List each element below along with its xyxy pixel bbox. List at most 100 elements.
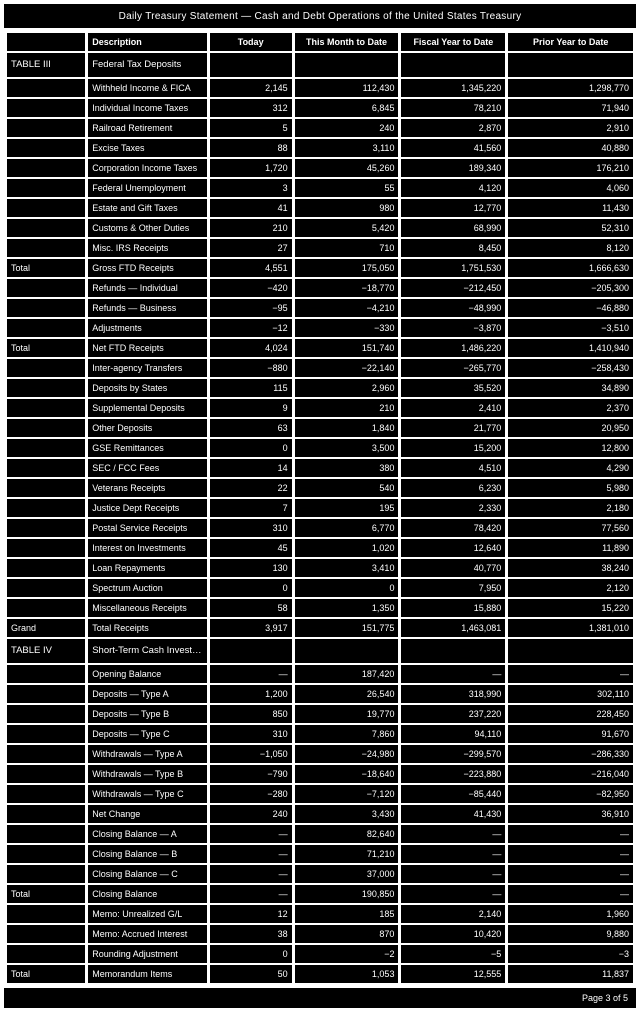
page-footer-text: Page 3 of 5 <box>582 993 628 1003</box>
table-cell: Withdrawals — Type C <box>88 785 207 803</box>
table-row: Interest on Investments451,02012,64011,8… <box>7 539 633 557</box>
table-cell <box>7 559 85 577</box>
table-cell: 36,910 <box>508 805 633 823</box>
table-cell: 1,345,220 <box>401 79 505 97</box>
table-cell: 71,210 <box>295 845 399 863</box>
table-cell: Corporation Income Taxes <box>88 159 207 177</box>
table-cell: 310 <box>210 519 292 537</box>
table-cell: Refunds — Individual <box>88 279 207 297</box>
table-cell: — <box>210 825 292 843</box>
table-row: Refunds — Business−95−4,210−48,990−46,88… <box>7 299 633 317</box>
table-cell: 11,890 <box>508 539 633 557</box>
table-cell: — <box>210 885 292 903</box>
table-cell <box>295 639 399 663</box>
table-cell <box>7 705 85 723</box>
table-cell <box>401 53 505 77</box>
table-cell: −18,640 <box>295 765 399 783</box>
table-cell: Memorandum Items <box>88 965 207 983</box>
table-cell <box>7 179 85 197</box>
table-cell: Interest on Investments <box>88 539 207 557</box>
table-cell: 9 <box>210 399 292 417</box>
table-cell: Excise Taxes <box>88 139 207 157</box>
table-cell: 870 <box>295 925 399 943</box>
table-cell <box>7 805 85 823</box>
table-cell: Railroad Retirement <box>88 119 207 137</box>
table-row: Deposits — Type B85019,770237,220228,450 <box>7 705 633 723</box>
table-cell: Spectrum Auction <box>88 579 207 597</box>
table-cell: — <box>401 885 505 903</box>
table-cell: 310 <box>210 725 292 743</box>
table-row: Withheld Income & FICA2,145112,4301,345,… <box>7 79 633 97</box>
table-header-cell: Description <box>88 33 207 51</box>
table-cell: Misc. IRS Receipts <box>88 239 207 257</box>
table-cell: 77,560 <box>508 519 633 537</box>
table-cell: Other Deposits <box>88 419 207 437</box>
table-header-cell: This Month to Date <box>295 33 399 51</box>
data-table: DescriptionTodayThis Month to DateFiscal… <box>4 31 636 985</box>
table-row: Justice Dept Receipts71952,3302,180 <box>7 499 633 517</box>
table-cell: 6,230 <box>401 479 505 497</box>
table-cell: Federal Tax Deposits <box>88 53 207 77</box>
table-cell: Gross FTD Receipts <box>88 259 207 277</box>
table-cell: 7 <box>210 499 292 517</box>
table-cell <box>508 53 633 77</box>
table-cell: 3,500 <box>295 439 399 457</box>
table-cell: 41 <box>210 199 292 217</box>
table-cell: 4,024 <box>210 339 292 357</box>
table-cell: 1,410,940 <box>508 339 633 357</box>
table-cell: Grand <box>7 619 85 637</box>
table-cell: — <box>508 825 633 843</box>
table-cell: 6,845 <box>295 99 399 117</box>
table-cell: −420 <box>210 279 292 297</box>
table-cell <box>508 639 633 663</box>
table-cell: 189,340 <box>401 159 505 177</box>
table-cell: Total <box>7 885 85 903</box>
table-cell: GSE Remittances <box>88 439 207 457</box>
table-cell: 71,940 <box>508 99 633 117</box>
table-cell <box>7 945 85 963</box>
table-cell <box>295 53 399 77</box>
table-row: Railroad Retirement52402,8702,910 <box>7 119 633 137</box>
table-row: Closing Balance — B—71,210—— <box>7 845 633 863</box>
table-cell: 1,200 <box>210 685 292 703</box>
table-cell <box>7 219 85 237</box>
table-cell: 2,410 <box>401 399 505 417</box>
table-cell: 5,420 <box>295 219 399 237</box>
table-row: Closing Balance — C—37,000—— <box>7 865 633 883</box>
table-cell: — <box>508 665 633 683</box>
table-cell: 302,110 <box>508 685 633 703</box>
table-cell: Supplemental Deposits <box>88 399 207 417</box>
table-cell: — <box>210 665 292 683</box>
table-cell <box>7 499 85 517</box>
table-cell: 22 <box>210 479 292 497</box>
table-cell: Closing Balance — A <box>88 825 207 843</box>
table-cell: Adjustments <box>88 319 207 337</box>
table-cell: 11,430 <box>508 199 633 217</box>
table-cell <box>7 519 85 537</box>
table-cell: 5,980 <box>508 479 633 497</box>
table-header-cell: Fiscal Year to Date <box>401 33 505 51</box>
table-cell: Miscellaneous Receipts <box>88 599 207 617</box>
table-cell <box>7 479 85 497</box>
table-cell <box>7 785 85 803</box>
table-cell: −299,570 <box>401 745 505 763</box>
table-cell <box>7 665 85 683</box>
table-row: Miscellaneous Receipts581,35015,88015,22… <box>7 599 633 617</box>
table-row: Refunds — Individual−420−18,770−212,450−… <box>7 279 633 297</box>
table-cell: −7,120 <box>295 785 399 803</box>
document-title-bar: Daily Treasury Statement — Cash and Debt… <box>4 4 636 28</box>
table-cell: Deposits — Type B <box>88 705 207 723</box>
table-cell: 3,110 <box>295 139 399 157</box>
table-cell: 710 <box>295 239 399 257</box>
table-cell: 0 <box>210 945 292 963</box>
table-cell: −85,440 <box>401 785 505 803</box>
table-cell: Refunds — Business <box>88 299 207 317</box>
table-cell: Memo: Accrued Interest <box>88 925 207 943</box>
table-cell <box>7 99 85 117</box>
table-cell: 151,740 <box>295 339 399 357</box>
table-cell: 50 <box>210 965 292 983</box>
table-cell: Veterans Receipts <box>88 479 207 497</box>
table-cell: 34,890 <box>508 379 633 397</box>
table-cell: 195 <box>295 499 399 517</box>
table-cell: 0 <box>295 579 399 597</box>
